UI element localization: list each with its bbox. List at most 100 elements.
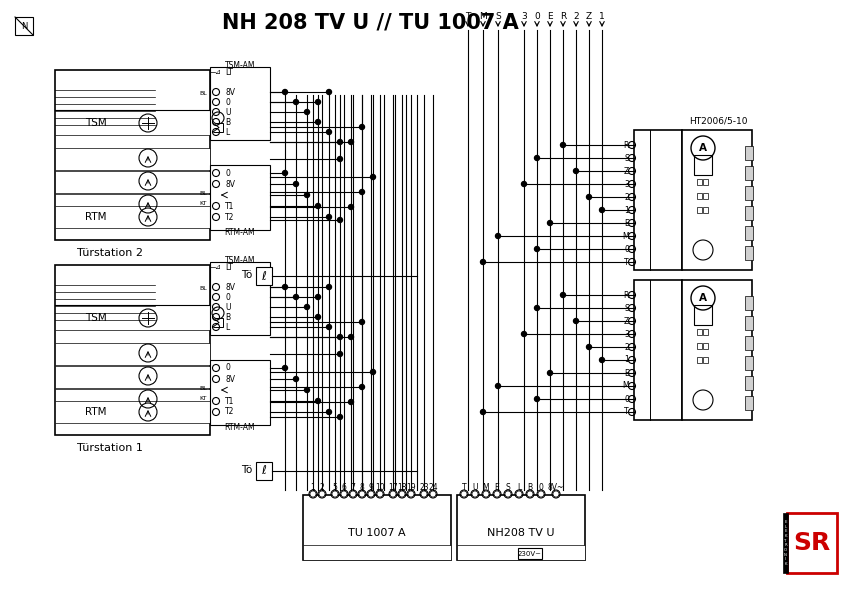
Bar xyxy=(55,401,210,423)
Circle shape xyxy=(377,491,383,497)
Text: 2: 2 xyxy=(573,11,578,20)
Text: 19: 19 xyxy=(406,483,416,491)
Bar xyxy=(697,193,702,199)
Bar xyxy=(210,360,270,425)
Circle shape xyxy=(294,181,299,186)
Text: TSM: TSM xyxy=(85,313,107,323)
Circle shape xyxy=(283,171,287,176)
Circle shape xyxy=(338,415,343,419)
Circle shape xyxy=(359,491,365,497)
Text: T2: T2 xyxy=(225,212,234,221)
Text: S: S xyxy=(506,483,510,491)
Circle shape xyxy=(561,142,566,148)
Circle shape xyxy=(338,156,343,161)
Text: 1: 1 xyxy=(624,205,629,215)
Text: E: E xyxy=(624,368,629,377)
Text: ⊿: ⊿ xyxy=(214,264,220,270)
Bar xyxy=(303,495,451,560)
Bar xyxy=(256,267,272,285)
Bar xyxy=(55,366,210,388)
Circle shape xyxy=(316,203,321,208)
Circle shape xyxy=(535,246,540,252)
Text: T: T xyxy=(466,11,471,20)
Text: ℓ: ℓ xyxy=(262,270,266,283)
Text: LT: LT xyxy=(225,262,233,271)
Text: SR: SR xyxy=(793,531,830,555)
Circle shape xyxy=(360,189,365,195)
Text: B: B xyxy=(527,483,532,491)
Text: T1: T1 xyxy=(225,396,234,406)
Bar xyxy=(55,343,210,365)
Text: RTM-AM: RTM-AM xyxy=(225,227,255,236)
Circle shape xyxy=(461,491,467,497)
Circle shape xyxy=(327,89,332,95)
Circle shape xyxy=(316,295,321,299)
Text: L: L xyxy=(517,483,521,491)
Text: ℓ: ℓ xyxy=(262,465,266,478)
Circle shape xyxy=(349,139,354,145)
Bar xyxy=(703,193,708,199)
Circle shape xyxy=(283,284,287,290)
Text: TSM-AM: TSM-AM xyxy=(225,255,255,265)
Text: 3: 3 xyxy=(521,11,527,20)
Bar xyxy=(787,513,837,573)
Text: BL: BL xyxy=(200,286,207,290)
Bar xyxy=(213,318,223,327)
Text: 0: 0 xyxy=(534,11,540,20)
Text: Z: Z xyxy=(624,167,629,176)
Circle shape xyxy=(600,358,605,362)
Circle shape xyxy=(505,491,511,497)
Text: TU 1007 A: TU 1007 A xyxy=(349,528,406,538)
Text: Z: Z xyxy=(586,11,592,20)
Text: T2: T2 xyxy=(225,408,234,416)
Circle shape xyxy=(294,99,299,105)
Bar xyxy=(745,336,753,350)
Circle shape xyxy=(693,240,713,260)
Text: 7: 7 xyxy=(350,483,355,491)
Bar xyxy=(55,206,210,228)
Circle shape xyxy=(338,334,343,340)
Circle shape xyxy=(370,174,376,180)
Bar xyxy=(210,165,270,230)
Bar xyxy=(697,179,702,185)
Bar xyxy=(213,123,223,132)
Text: L: L xyxy=(225,127,229,136)
Text: 2: 2 xyxy=(624,343,629,352)
Text: S: S xyxy=(495,11,501,20)
Polygon shape xyxy=(213,123,219,132)
Text: BL: BL xyxy=(200,386,207,390)
Bar xyxy=(697,329,702,335)
Text: A: A xyxy=(699,143,707,153)
Bar xyxy=(703,207,708,213)
Bar xyxy=(55,148,210,170)
Circle shape xyxy=(494,491,500,497)
Text: 9: 9 xyxy=(369,483,374,491)
Circle shape xyxy=(535,396,540,402)
Circle shape xyxy=(399,491,405,497)
Circle shape xyxy=(600,208,605,212)
Text: LT: LT xyxy=(225,67,233,77)
Text: 2: 2 xyxy=(624,193,629,202)
Bar xyxy=(457,545,585,560)
Text: HT2006/5-10: HT2006/5-10 xyxy=(689,117,747,126)
Bar xyxy=(703,343,708,349)
Circle shape xyxy=(338,352,343,356)
Text: 0: 0 xyxy=(225,98,230,107)
Text: Z: Z xyxy=(624,317,629,325)
Text: 8V~: 8V~ xyxy=(548,483,564,491)
Text: 0: 0 xyxy=(624,394,629,403)
Circle shape xyxy=(360,124,365,130)
Circle shape xyxy=(338,218,343,223)
Bar xyxy=(745,226,753,240)
Text: 18: 18 xyxy=(397,483,407,491)
Circle shape xyxy=(547,371,552,375)
Circle shape xyxy=(305,305,310,309)
Text: 17: 17 xyxy=(388,483,397,491)
Circle shape xyxy=(390,491,396,497)
Text: 3: 3 xyxy=(624,180,629,189)
Bar xyxy=(55,171,210,193)
Circle shape xyxy=(561,293,566,298)
Circle shape xyxy=(341,491,347,497)
Circle shape xyxy=(319,491,325,497)
Circle shape xyxy=(495,233,500,239)
